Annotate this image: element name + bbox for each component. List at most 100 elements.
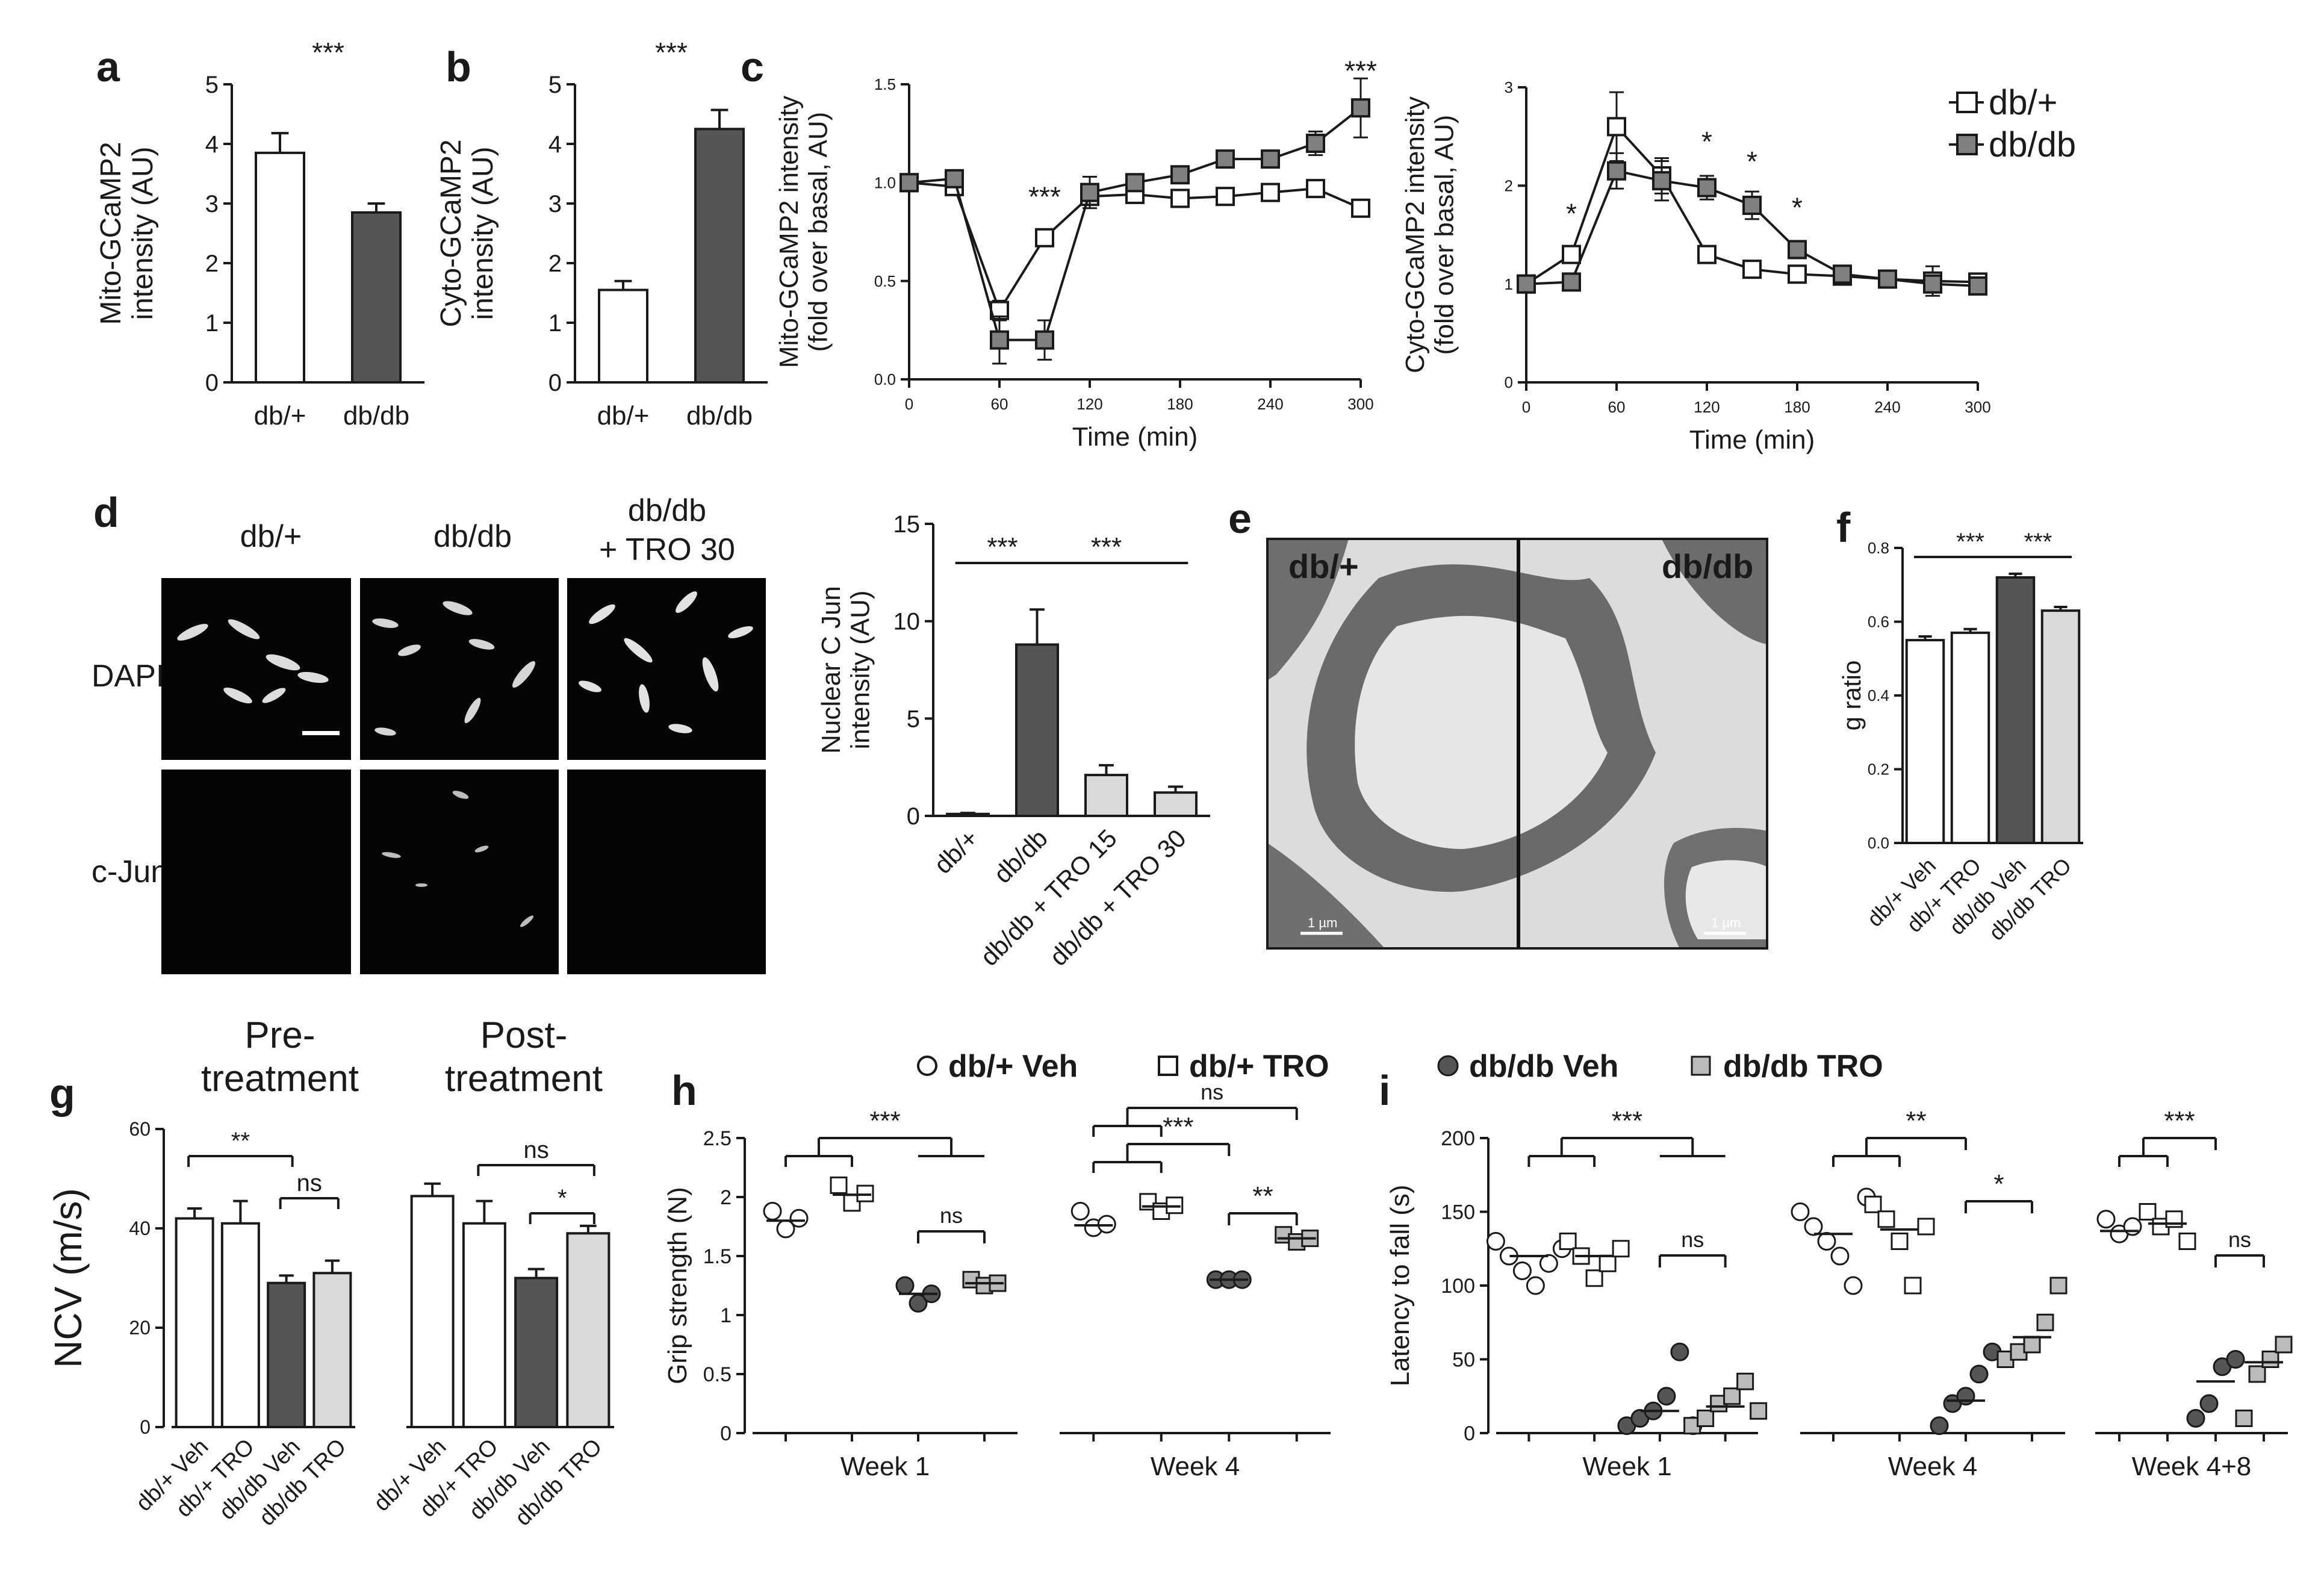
image-col-label-db-db: db/db xyxy=(433,519,512,554)
data-point xyxy=(1736,1372,1754,1390)
y-tick-label: 0.0 xyxy=(874,370,896,388)
marker-db/db xyxy=(1833,264,1852,284)
y-tick-label: 0 xyxy=(548,370,562,396)
y-tick-label: 0.4 xyxy=(1868,686,1889,704)
image-row-label-cjun: c-Jun xyxy=(92,854,168,889)
y-tick-label: 4 xyxy=(548,131,562,158)
bar xyxy=(1995,576,2036,844)
data-point xyxy=(2275,1336,2293,1354)
image-cjun-tro30 xyxy=(567,770,766,974)
data-point xyxy=(2186,1409,2205,1428)
x-group-label: Week 4 xyxy=(1888,1452,1977,1481)
electron-micrograph: db/+ db/db 1 µm 1 µm xyxy=(1266,538,1768,950)
x-group-label: Week 4+8 xyxy=(2132,1452,2252,1481)
y-tick-label: 0 xyxy=(1505,373,1513,391)
data-point xyxy=(1969,1364,1989,1384)
marker-db/+ xyxy=(1607,117,1626,137)
significance-label: *** xyxy=(987,532,1018,562)
y-tick-label: 2 xyxy=(1505,176,1513,194)
y-tick-label: 0 xyxy=(140,1416,151,1438)
panel-letter-f: f xyxy=(1836,504,1851,551)
data-point xyxy=(1486,1232,1505,1251)
image-dapi-db-plus xyxy=(161,578,351,760)
significance-label: * xyxy=(1993,1169,2004,1199)
y-tick-label: 0.5 xyxy=(874,272,896,290)
data-point xyxy=(1891,1233,1909,1250)
data-point xyxy=(1585,1269,1603,1287)
x-tick-label: 0 xyxy=(1522,398,1530,416)
data-point xyxy=(1830,1246,1850,1266)
marker-db/db xyxy=(1788,240,1807,260)
legend-label: db/db xyxy=(1989,125,2076,164)
significance-label: ns xyxy=(1681,1227,1704,1252)
y-tick-label: 1 xyxy=(720,1304,732,1327)
g-title-pre-1: Pre- xyxy=(244,1015,315,1056)
data-point xyxy=(1917,1218,1935,1236)
data-point xyxy=(2123,1217,2142,1236)
data-point xyxy=(1750,1402,1768,1420)
data-point xyxy=(1817,1232,1836,1251)
x-tick-label: db/db xyxy=(988,824,1053,889)
legend-label: db/+ xyxy=(1989,83,2058,122)
bar xyxy=(1905,639,1945,844)
bar xyxy=(312,1272,352,1428)
y-tick-label: 0.5 xyxy=(703,1363,732,1386)
y-axis-label: intensity (AU) xyxy=(845,590,875,749)
legend-label-db-db-tro: db/db TRO xyxy=(1723,1049,1883,1084)
significance-label: *** xyxy=(1163,1112,1193,1142)
data-point xyxy=(2178,1233,2196,1250)
y-axis-label: NCV (m/s) xyxy=(46,1188,90,1368)
marker-db/db xyxy=(1968,276,1987,296)
panel-letter-i: i xyxy=(1379,1067,1390,1114)
data-point xyxy=(2248,1365,2266,1383)
y-tick-label: 0.2 xyxy=(1868,760,1889,779)
bar xyxy=(351,211,402,384)
significance-label: ** xyxy=(1906,1106,1926,1136)
marker-db/db xyxy=(1878,269,1897,289)
y-tick-label: 3 xyxy=(1505,78,1513,96)
legend-marker-db-db-tro xyxy=(1691,1056,1711,1076)
data-point xyxy=(1723,1387,1741,1405)
legend-marker xyxy=(1956,92,1978,113)
bar xyxy=(1015,643,1059,817)
y-tick-label: 1.5 xyxy=(703,1245,732,1268)
data-point xyxy=(2261,1351,2279,1368)
significance-label: * xyxy=(1747,146,1757,177)
y-tick-label: 20 xyxy=(129,1317,151,1339)
marker-db/db xyxy=(1697,178,1717,198)
marker-db/db xyxy=(899,173,919,193)
data-point xyxy=(895,1276,915,1295)
marker-db/+ xyxy=(1742,260,1762,279)
panel-letter-h: h xyxy=(671,1067,697,1114)
bar xyxy=(267,1281,306,1428)
data-point xyxy=(2036,1313,2054,1331)
image-col-label-db-plus: db/+ xyxy=(240,519,302,554)
x-axis-label: Time (min) xyxy=(1689,425,1815,455)
em-myelin-bottomleft xyxy=(1267,843,1385,948)
em-axon-center xyxy=(1355,615,1608,849)
nuclei-dapi-db-plus xyxy=(177,619,329,704)
microscopy-image-grid: db/+ db/db db/db + TRO 30 DAPI c-Jun xyxy=(92,493,766,974)
significance-label: *** xyxy=(655,37,688,68)
bar xyxy=(1950,631,1990,844)
data-point xyxy=(1697,1410,1715,1427)
data-point xyxy=(1904,1277,1922,1295)
significance-label: *** xyxy=(1091,532,1122,562)
y-axis-label: intensity (AU) xyxy=(127,146,159,320)
em-label-db-plus: db/+ xyxy=(1288,547,1359,585)
y-tick-label: 200 xyxy=(1441,1127,1475,1150)
significance-label: * xyxy=(1792,192,1803,223)
series-line-db/db xyxy=(909,107,1362,341)
y-tick-label: 1.0 xyxy=(874,173,896,191)
significance-label: *** xyxy=(1344,55,1377,86)
significance-label: *** xyxy=(869,1106,900,1136)
significance-label: ns xyxy=(524,1137,549,1163)
bar xyxy=(1084,774,1128,817)
y-tick-label: 0 xyxy=(720,1422,732,1445)
marker-db/db xyxy=(1080,182,1099,202)
data-point xyxy=(1526,1276,1545,1295)
y-tick-label: 1 xyxy=(548,310,562,337)
bar xyxy=(1154,791,1198,817)
